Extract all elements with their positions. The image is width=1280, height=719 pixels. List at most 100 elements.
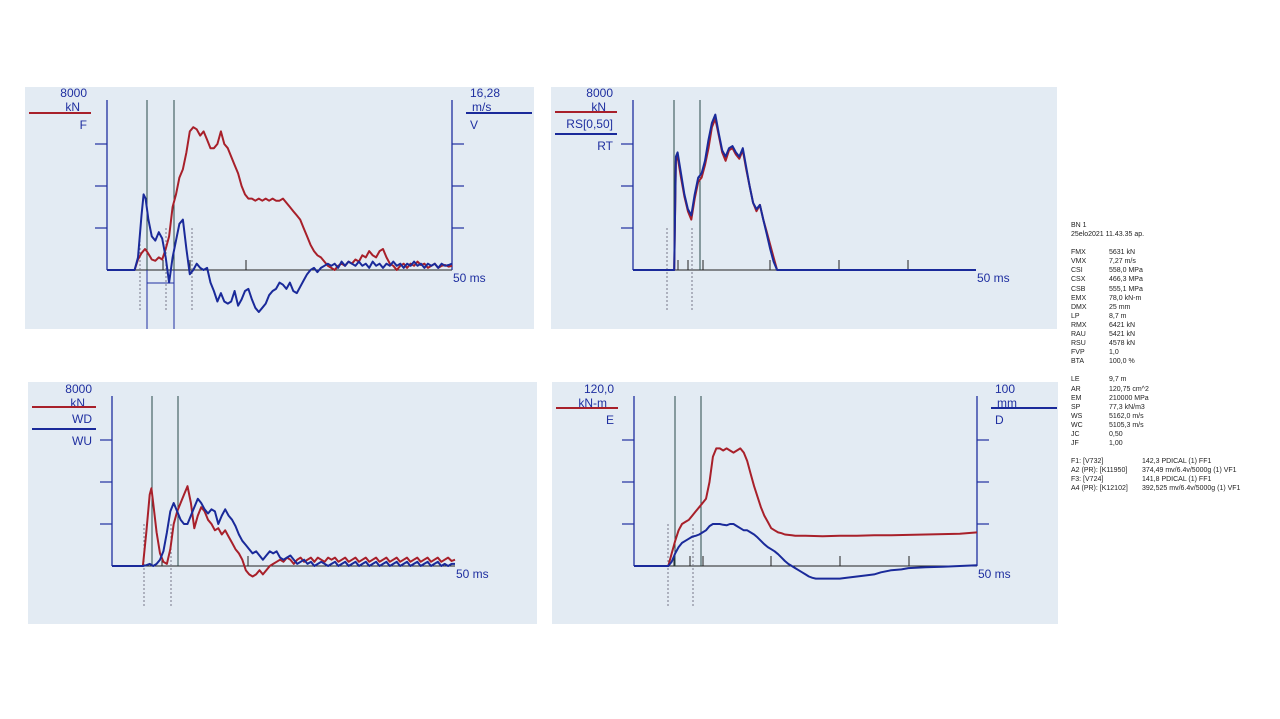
sidebar-row: A2 (PR): [K11950] 374,49 mv/6.4v/5000g (1… — [1071, 466, 1276, 475]
legend-label: D — [995, 413, 1004, 427]
sidebar-row: CSI 558,0 MPa — [1071, 266, 1276, 275]
sidebar-row: WS 5162,0 m/s — [1071, 412, 1276, 421]
sidebar-row: WC 5105,3 m/s — [1071, 421, 1276, 430]
sidebar-row: RSU 4578 kN — [1071, 339, 1276, 348]
series-line-e — [634, 447, 978, 567]
x-axis-label: 50 ms — [453, 271, 486, 285]
sidebar-value: 100,0 % — [1109, 358, 1135, 366]
sidebar-key: SP — [1071, 403, 1081, 411]
sidebar-key: LP — [1071, 312, 1080, 320]
sidebar-key: BTA — [1071, 358, 1085, 366]
sidebar-key: F3: [V724] — [1071, 476, 1104, 484]
sidebar-row: BTA 100,0 % — [1071, 357, 1276, 366]
sidebar-value: 25 mm — [1109, 303, 1131, 311]
sidebar-row: VMX 7,27 m/s — [1071, 257, 1276, 266]
sidebar-value: 392,525 mv/6.4v/5000g (1) VF1 — [1142, 485, 1241, 493]
sidebar-key: CSI — [1071, 267, 1083, 275]
sidebar-row: A4 (PR): [K12102] 392,525 mv/6.4v/5000g (… — [1071, 484, 1276, 493]
right-axis-unit-label: m/s — [472, 100, 491, 114]
sidebar-value: 77,3 kN/m3 — [1109, 403, 1145, 411]
legend-label: RT — [597, 139, 613, 153]
sidebar-key: EMX — [1071, 294, 1087, 302]
sidebar-key: EM — [1071, 394, 1082, 402]
sidebar-row: EMX 78,0 kN-m — [1071, 294, 1276, 303]
sidebar-row: LE 9,7 m — [1071, 375, 1276, 384]
legend-label: E — [606, 413, 614, 427]
sidebar-row: JC 0,50 — [1071, 430, 1276, 439]
series-line-rt — [633, 113, 976, 271]
chart-panel-wave: 8000 kN 50 ms WD WU — [28, 382, 537, 624]
sidebar-value: 5631 kN — [1109, 249, 1136, 257]
chart-panel-energy-displacement: 120,0 kN-m 100 mm 50 ms E D — [552, 382, 1058, 624]
sidebar-key: CSB — [1071, 285, 1086, 293]
x-axis-label: 50 ms — [978, 567, 1011, 581]
sidebar-key: RMX — [1071, 321, 1087, 329]
left-axis-unit-label: kN — [65, 100, 80, 114]
sidebar-key: RAU — [1071, 331, 1086, 339]
results-sidebar: BN 1 25elo2021 11.43.35 ap. FMX 5631 kN VM… — [1071, 221, 1276, 494]
left-axis-unit-label: kN-m — [578, 396, 607, 410]
x-axis-label: 50 ms — [977, 271, 1010, 285]
sidebar-row: F3: [V724] 141,8 PDICAL (1) FF1 — [1071, 475, 1276, 484]
sidebar-value: 555,1 MPa — [1109, 285, 1143, 293]
right-axis-unit-label: mm — [997, 396, 1017, 410]
sidebar-row: RMX 6421 kN — [1071, 321, 1276, 330]
sidebar-key: CSX — [1071, 276, 1086, 284]
sidebar-value: 5105,3 m/s — [1109, 421, 1144, 429]
sidebar-value: 1,0 — [1109, 349, 1119, 357]
sidebar-value: 9,7 m — [1109, 376, 1127, 384]
sidebar-row: RAU 5421 kN — [1071, 330, 1276, 339]
sidebar-row: LP 8,7 m — [1071, 312, 1276, 321]
sidebar-row: F1: [V732] 142,3 PDICAL (1) FF1 — [1071, 457, 1276, 466]
series-line-v — [107, 193, 453, 313]
sidebar-value: 210000 MPa — [1109, 394, 1149, 402]
sidebar-value: 120,75 cm^2 — [1109, 385, 1149, 393]
series-line-f — [107, 126, 453, 271]
right-axis-top-label: 100 — [995, 382, 1015, 396]
right-axis-top-label: 16,28 — [470, 86, 500, 100]
sidebar-row: EM 210000 MPa — [1071, 394, 1276, 403]
left-axis-top-label: 120,0 — [584, 382, 614, 396]
sidebar-value: 8,7 m — [1109, 312, 1127, 320]
sidebar-value: 0,50 — [1109, 430, 1123, 438]
legend-label: RS[0,50] — [566, 117, 613, 131]
sidebar-row: CSX 466,3 MPa — [1071, 275, 1276, 284]
sidebar-value: 558,0 MPa — [1109, 267, 1143, 275]
sidebar-header-line: BN 1 — [1071, 222, 1087, 229]
x-axis-label: 50 ms — [456, 567, 489, 581]
sidebar-row: AR 120,75 cm^2 — [1071, 385, 1276, 394]
sidebar-value: 7,27 m/s — [1109, 258, 1136, 266]
sidebar-key: WC — [1071, 421, 1083, 429]
sidebar-key: FVP — [1071, 349, 1085, 357]
sidebar-value: 1,00 — [1109, 440, 1123, 448]
chart-panel-resistance: 8000 kN 50 ms RS[0,50] RT — [551, 86, 1057, 329]
sidebar-value: 78,0 kN-m — [1109, 294, 1142, 302]
legend-label: F — [80, 118, 87, 132]
sidebar-key: RSU — [1071, 340, 1086, 348]
left-axis-unit-label: kN — [591, 100, 606, 114]
sidebar-key: AR — [1071, 385, 1081, 393]
sidebar-row: FMX 5631 kN — [1071, 248, 1276, 257]
sidebar-header-line: 25elo2021 11.43.35 ap. — [1071, 231, 1145, 239]
legend-label: WD — [72, 412, 92, 426]
sidebar-value: 466,3 MPa — [1109, 276, 1143, 284]
sidebar-key: DMX — [1071, 303, 1087, 311]
left-axis-top-label: 8000 — [586, 86, 613, 100]
series-line-d — [634, 523, 978, 580]
sidebar-key: A2 (PR): [K11950] — [1071, 467, 1128, 475]
sidebar-value: 4578 kN — [1109, 340, 1136, 348]
sidebar-row: CSB 555,1 MPa — [1071, 285, 1276, 294]
legend-label: V — [470, 118, 478, 132]
chart-panel-force-velocity: 8000 kN 16,28 m/s 50 ms F V — [25, 86, 534, 329]
sidebar-key: WS — [1071, 412, 1083, 420]
sidebar-key: VMX — [1071, 258, 1087, 266]
left-axis-top-label: 8000 — [60, 86, 87, 100]
sidebar-value: 141,8 PDICAL (1) FF1 — [1142, 476, 1212, 484]
sidebar-value: 6421 kN — [1109, 321, 1136, 329]
sidebar-row: DMX 25 mm — [1071, 303, 1276, 312]
legend-label: WU — [72, 434, 92, 448]
